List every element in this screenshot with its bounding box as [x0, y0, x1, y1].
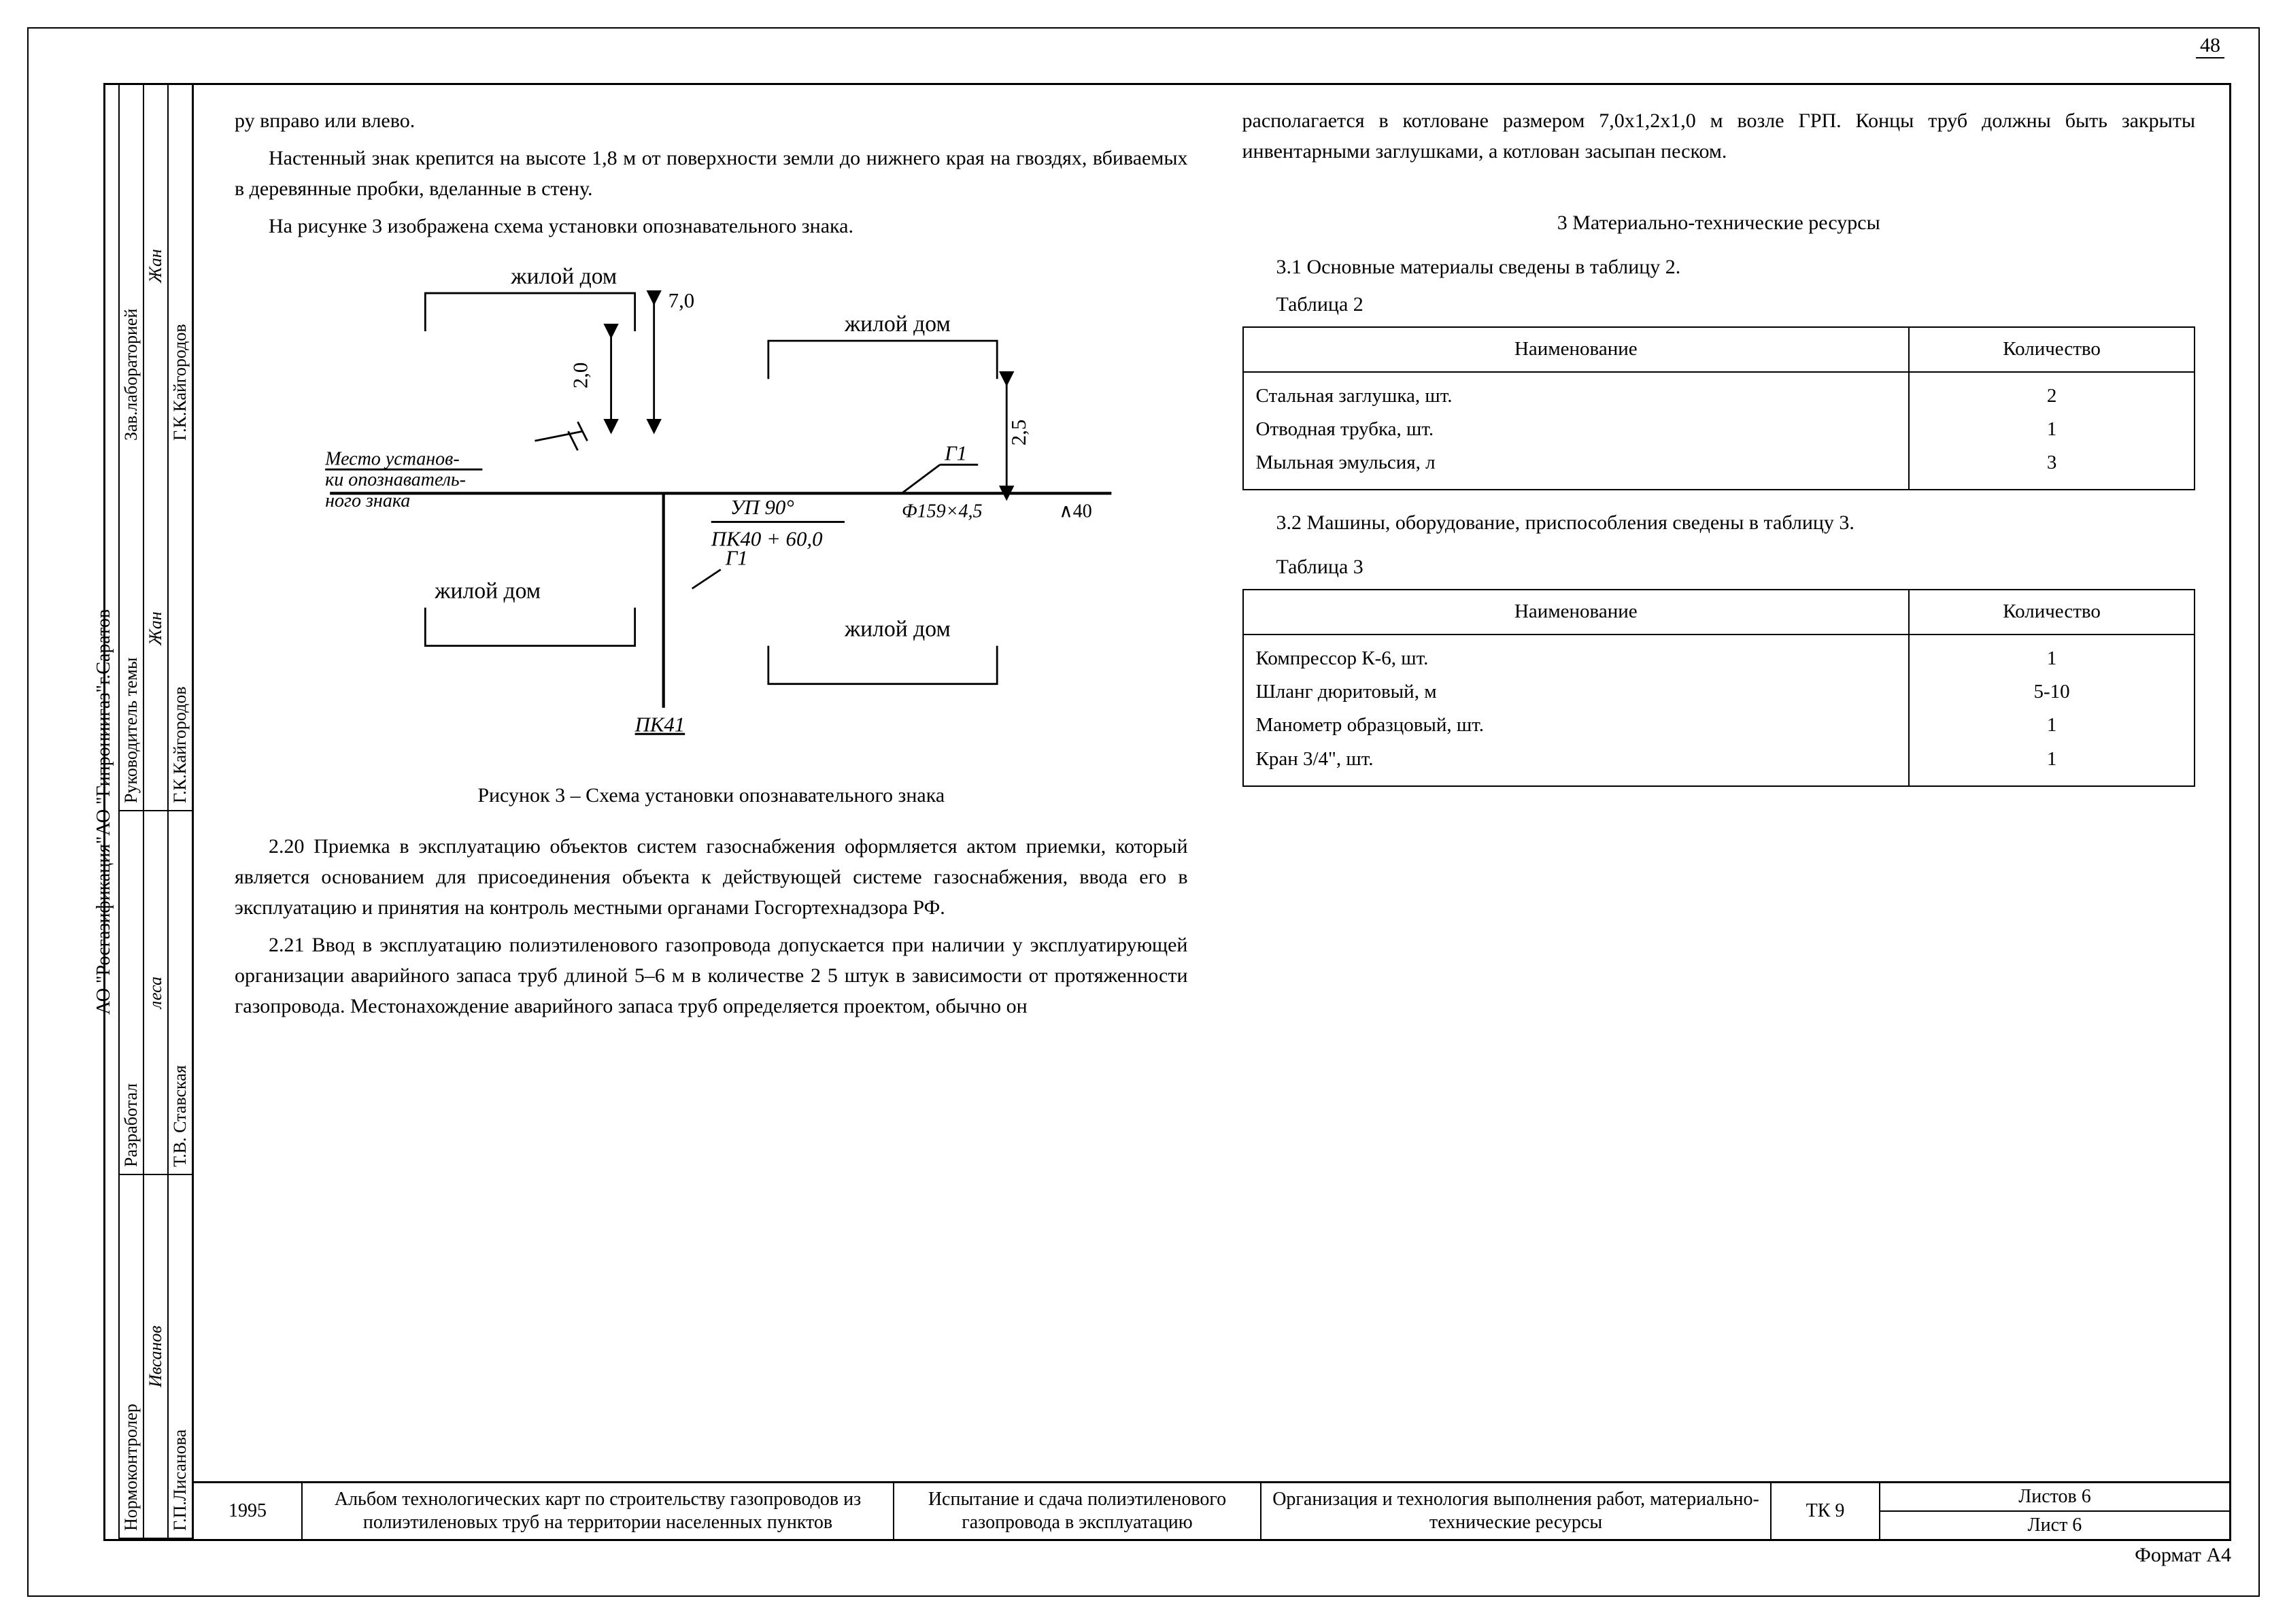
dia-dim70: 7,0 — [668, 289, 695, 312]
outer-frame: 48 Г.П.Лисанова Т.В. Ставская Г.К.Кайгор… — [27, 27, 2260, 1597]
t3r1c0: Шланг дюритовый, м — [1256, 675, 1897, 709]
format-label: Формат А4 — [2135, 1544, 2231, 1567]
table-2: Наименование Количество Стальная заглушк… — [1242, 326, 2196, 490]
dia-house2: жилой дом — [844, 311, 951, 337]
t3r1c1: 5-10 — [1922, 675, 2182, 709]
table2-body-names: Стальная заглушка, шт. Отводная трубка, … — [1243, 372, 1910, 490]
stamp-col-sigs: Ивсанов леса Жан Жан — [143, 85, 167, 1539]
para-left-3: На рисунке 3 изображена схема установки … — [235, 211, 1188, 241]
dia-house1: жилой дом — [510, 264, 617, 289]
section-3-heading: 3 Материально-технические ресурсы — [1242, 207, 2196, 238]
para-left-1: ру вправо или влево. — [235, 105, 1188, 136]
para-220: 2.20 Приемка в эксплуатацию объектов сис… — [235, 831, 1188, 923]
t3r2c1: 1 — [1922, 709, 2182, 742]
inner-frame: Г.П.Лисанова Т.В. Ставская Г.К.Кайгородо… — [103, 83, 2231, 1541]
t2r2c1: 3 — [1922, 446, 2182, 479]
content-area: ру вправо или влево. Настенный знак креп… — [194, 85, 2229, 1539]
table3-body-qty: 1 5-10 1 1 — [1909, 635, 2195, 786]
t2r0c1: 2 — [1922, 379, 2182, 413]
page-number: 48 — [2196, 34, 2224, 58]
stamp-col-names: Г.П.Лисанова Т.В. Ставская Г.К.Кайгородо… — [167, 85, 192, 1539]
dia-dim20: 2,0 — [569, 362, 592, 389]
org-line-0: АО "Росгазификация" — [90, 836, 117, 1014]
right-column: располагается в котловане размером 7,0х1… — [1242, 105, 2196, 1474]
left-column: ру вправо или влево. Настенный знак креп… — [235, 105, 1188, 1474]
table3-body-names: Компрессор К-6, шт. Шланг дюритовый, м М… — [1243, 635, 1910, 786]
org-line-1: АО "Гипрониигаз" — [90, 685, 117, 836]
main-row: Г.П.Лисанова Т.В. Ставская Г.К.Кайгородо… — [105, 85, 2229, 1539]
t3r3c0: Кран 3/4", шт. — [1256, 743, 1897, 776]
dia-pk41: ПК41 — [634, 713, 685, 737]
dia-fi159: Ф159×4,5 — [902, 501, 982, 522]
para-32: 3.2 Машины, оборудование, приспособления… — [1242, 507, 2196, 538]
stamp-name-0: Г.К.Кайгородов — [169, 85, 192, 447]
tb-sheets: Листов 6 Лист 6 — [1880, 1483, 2229, 1539]
t2r2c0: Мыльная эмульсия, л — [1256, 446, 1897, 479]
para-221: 2.21 Ввод в эксплуатацию полиэтиленового… — [235, 930, 1188, 1021]
stamp-role-0: Зав.лабораторией — [120, 85, 143, 447]
stamp-sig-3: Ивсанов — [144, 1175, 167, 1539]
dia-up90: УП 90° — [730, 496, 794, 519]
dia-dim25: 2,5 — [1007, 420, 1030, 446]
tb-year: 1995 — [194, 1483, 303, 1539]
tb-tk: ТК 9 — [1772, 1483, 1880, 1539]
t3r0c1: 1 — [1922, 642, 2182, 675]
tb-test: Испытание и сдача полиэтиленового газопр… — [894, 1483, 1261, 1539]
stamp-name-2: Т.В. Ставская — [169, 811, 192, 1175]
tb-org: Организация и технология выполнения рабо… — [1261, 1483, 1772, 1539]
tb-sheet: Лист 6 — [1880, 1512, 2229, 1539]
table2-h0: Наименование — [1243, 327, 1910, 372]
table3-h0: Наименование — [1243, 590, 1910, 635]
dia-house3: жилой дом — [434, 579, 541, 604]
stamp-sig-2: леса — [144, 811, 167, 1175]
dia-pk40: ПК40 + 60,0 — [711, 527, 823, 550]
stamp-col-org: АО "Росгазификация" АО "Гипрониигаз" г.С… — [89, 85, 118, 1539]
t2r0c0: Стальная заглушка, шт. — [1256, 379, 1897, 413]
para-31: 3.1 Основные материалы сведены в таблицу… — [1242, 252, 2196, 282]
table3-label: Таблица 3 — [1242, 552, 2196, 582]
t2r1c0: Отводная трубка, шт. — [1256, 413, 1897, 446]
figure-3-svg: жилой дом жилой дом жилой дом жи — [235, 255, 1188, 751]
para-right-1: располагается в котловане размером 7,0х1… — [1242, 105, 2196, 167]
two-col: ру вправо или влево. Настенный знак креп… — [194, 85, 2229, 1481]
figure-3-caption: Рисунок 3 – Схема установки опознаватель… — [235, 780, 1188, 811]
title-block: 1995 Альбом технологических карт по стро… — [194, 1481, 2229, 1539]
dia-g1b: Г1 — [944, 441, 967, 464]
para-left-2: Настенный знак крепится на высоте 1,8 м … — [235, 143, 1188, 204]
stamp-role-1: Руководитель темы — [120, 447, 143, 811]
stamp-role-2: Разработал — [120, 811, 143, 1175]
stamp-col-roles: Нормоконтролер Разработал Руководитель т… — [118, 85, 143, 1539]
tb-album: Альбом технологических карт по строитель… — [303, 1483, 894, 1539]
table-row: Компрессор К-6, шт. Шланг дюритовый, м М… — [1243, 635, 2195, 786]
dia-house4: жилой дом — [844, 617, 951, 642]
stamp-sig-0: Жан — [144, 85, 167, 447]
side-stamp: Г.П.Лисанова Т.В. Ставская Г.К.Кайгородо… — [105, 85, 194, 1539]
table-3: Наименование Количество Компрессор К-6, … — [1242, 589, 2196, 787]
table2-label: Таблица 2 — [1242, 289, 2196, 320]
dia-note: Место установ- ки опознаватель- ного зна… — [324, 448, 471, 511]
org-line-2: г.Саратов — [90, 609, 117, 685]
stamp-org: АО "Росгазификация" АО "Гипрониигаз" г.С… — [89, 85, 118, 1539]
tb-sheets-total: Листов 6 — [1880, 1483, 2229, 1512]
table2-h1: Количество — [1909, 327, 2195, 372]
stamp-role-3: Нормоконтролер — [120, 1175, 143, 1539]
t2r1c1: 1 — [1922, 413, 2182, 446]
dia-a40: ∧40 — [1059, 501, 1092, 522]
figure-3: жилой дом жилой дом жилой дом жи — [235, 255, 1188, 760]
stamp-name-1: Г.К.Кайгородов — [169, 447, 192, 811]
stamp-name-3: Г.П.Лисанова — [169, 1175, 192, 1539]
table-row: Наименование Количество — [1243, 590, 2195, 635]
t3r3c1: 1 — [1922, 743, 2182, 776]
t3r0c0: Компрессор К-6, шт. — [1256, 642, 1897, 675]
table-row: Наименование Количество — [1243, 327, 2195, 372]
table2-body-qty: 2 1 3 — [1909, 372, 2195, 490]
stamp-sig-1: Жан — [144, 447, 167, 811]
t3r2c0: Манометр образцовый, шт. — [1256, 709, 1897, 742]
table3-h1: Количество — [1909, 590, 2195, 635]
table-row: Стальная заглушка, шт. Отводная трубка, … — [1243, 372, 2195, 490]
